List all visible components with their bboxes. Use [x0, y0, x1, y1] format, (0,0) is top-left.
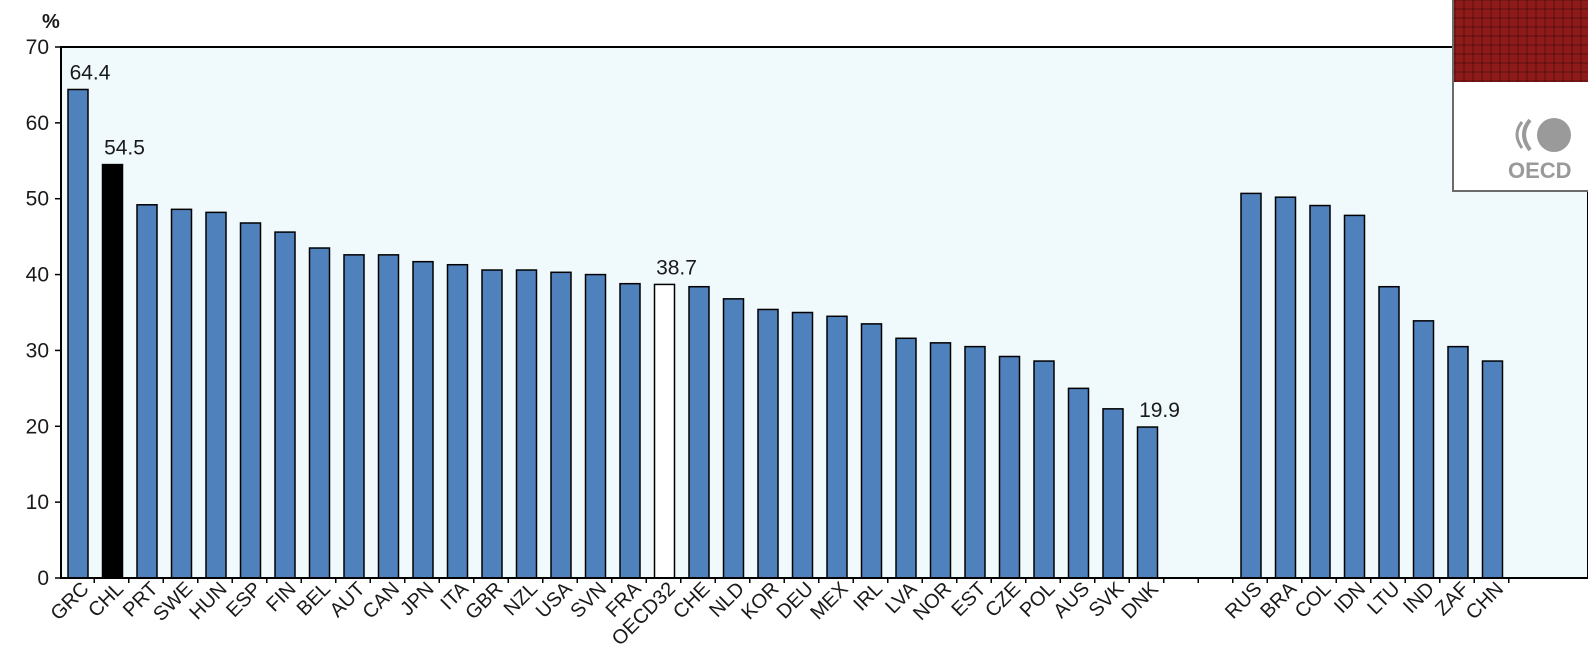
x-tick-label: JPN: [396, 578, 438, 620]
bar-idn: [1343, 214, 1366, 579]
y-tick-label: 50: [26, 188, 49, 211]
x-tick-label: CZE: [981, 578, 1025, 622]
y-tick-label: 10: [26, 491, 49, 514]
bar-nld: [722, 298, 745, 579]
x-tick-label: DEU: [773, 578, 818, 623]
x-tick-label: BRA: [1256, 578, 1301, 623]
bar-dnk: [1136, 426, 1159, 579]
bar-irl: [860, 323, 883, 579]
bar-bel: [308, 247, 331, 579]
bar-esp: [239, 222, 262, 579]
bar-jpn: [412, 260, 434, 579]
y-tick-label: 60: [26, 112, 49, 135]
bar-gbr: [481, 269, 503, 579]
bar-grc: [67, 88, 89, 579]
x-tick-label: IDN: [1330, 578, 1370, 618]
y-tick-label: 40: [26, 264, 49, 287]
x-tick-label: AUS: [1049, 578, 1094, 623]
x-tick-label: FIN: [262, 578, 300, 616]
bar-che: [688, 285, 710, 579]
x-tick-label: KOR: [737, 578, 783, 624]
bar-swe: [170, 208, 193, 579]
bar-lva: [895, 337, 917, 579]
bar-prt: [136, 204, 158, 579]
x-tick-label: GRC: [47, 578, 94, 625]
x-tick-label: IND: [1399, 578, 1439, 618]
bar-usa: [550, 271, 572, 579]
x-tick-label: ESP: [222, 578, 266, 622]
x-tick-label: CHE: [669, 578, 714, 623]
y-axis-unit-label: %: [42, 11, 60, 33]
oecd-publication-cover-icon: OECD: [1452, 0, 1588, 192]
bar-oecd32: [653, 283, 676, 579]
oecd-logo: OECD: [1508, 118, 1572, 183]
bar-col: [1309, 204, 1331, 579]
y-tick-label: 20: [26, 415, 49, 438]
x-tick-label: RUS: [1221, 578, 1266, 623]
x-tick-label: CHN: [1462, 578, 1508, 624]
x-tick-label: CHL: [84, 578, 128, 622]
x-tick-label: CAN: [359, 578, 404, 623]
bar-hun: [205, 211, 227, 579]
bar-chl: [101, 163, 124, 579]
data-label: 38.7: [656, 256, 697, 279]
bar-zaf: [1447, 345, 1469, 579]
data-label: 64.4: [70, 61, 111, 84]
bar-deu: [791, 311, 814, 579]
bar-rus: [1240, 192, 1262, 579]
x-tick-label: USA: [532, 578, 577, 623]
bar-ita: [446, 263, 469, 579]
x-tick-label: NLD: [705, 578, 749, 622]
x-tick-label: BEL: [293, 578, 335, 620]
data-label: 19.9: [1139, 399, 1180, 422]
bar-fin: [274, 231, 296, 579]
oecd-logo-text: OECD: [1508, 158, 1572, 183]
x-tick-label: GBR: [461, 578, 507, 624]
x-tick-label: SVN: [566, 578, 611, 623]
data-label: 54.5: [104, 137, 145, 160]
bar-fra: [619, 282, 641, 579]
x-tick-label: SVK: [1085, 578, 1129, 622]
bar-ind: [1412, 320, 1435, 579]
x-tick-label: HUN: [185, 578, 231, 624]
x-tick-label: POL: [1016, 578, 1060, 622]
bar-svn: [584, 273, 607, 579]
bar-can: [377, 254, 400, 579]
x-tick-label: COL: [1291, 578, 1336, 623]
bar-ltu: [1378, 285, 1400, 579]
bar-svk: [1102, 408, 1124, 579]
category-labels: GRCCHLPRTSWEHUNESPFINBELAUTCANJPNITAGBRN…: [47, 578, 1508, 651]
bar-mex: [826, 315, 848, 579]
bar-nor: [929, 342, 952, 579]
bar-kor: [757, 308, 779, 579]
x-tick-label: DNK: [1118, 578, 1164, 624]
y-axis-ticks: 0 10 20 30 40 50 60 70: [26, 36, 61, 590]
bar-chn: [1481, 360, 1504, 579]
bar-aus: [1067, 387, 1090, 579]
x-tick-label: AUT: [326, 578, 370, 622]
y-tick-label: 30: [26, 339, 49, 362]
x-tick-label: NOR: [909, 578, 956, 625]
cover-image: [1454, 0, 1588, 82]
bars: [67, 88, 1504, 579]
x-tick-label: EST: [947, 578, 990, 621]
bar-bra: [1274, 196, 1297, 579]
data-labels: 64.4 54.5 38.7 19.9: [70, 61, 1180, 422]
x-tick-label: MEX: [806, 578, 852, 624]
x-tick-label: NZL: [500, 578, 542, 620]
y-tick-label: 0: [37, 567, 49, 590]
x-tick-label: IRL: [849, 578, 887, 616]
x-tick-label: LTU: [1363, 578, 1404, 619]
x-tick-label: SWE: [149, 578, 197, 626]
bar-aut: [343, 254, 365, 579]
bar-nzl: [515, 269, 538, 579]
bar-cze: [998, 355, 1021, 579]
bar-est: [964, 345, 986, 579]
y-tick-label: 70: [26, 36, 49, 59]
bar-pol: [1033, 360, 1055, 579]
